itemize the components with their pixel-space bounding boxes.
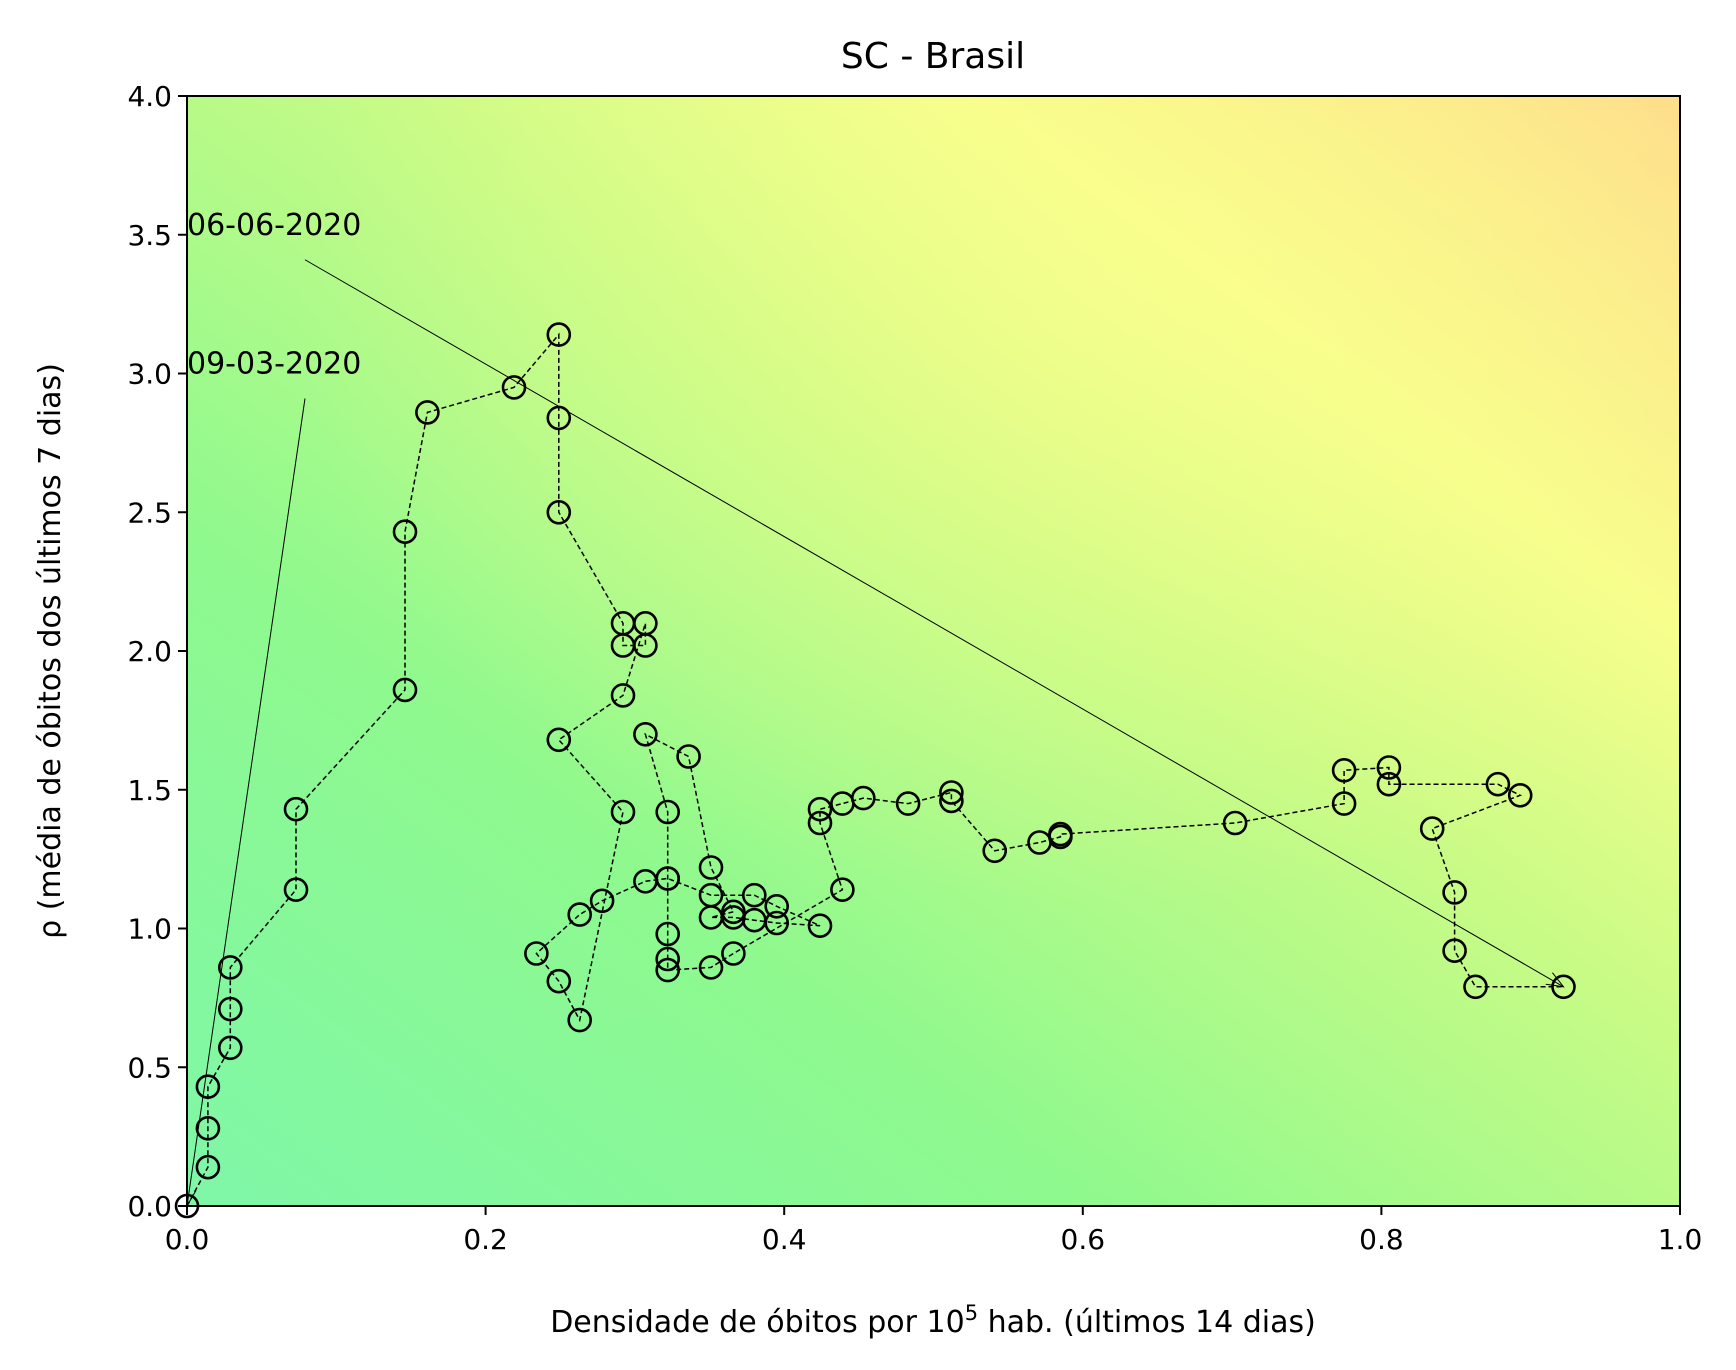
series-line bbox=[186, 332, 1564, 1207]
data-point bbox=[195, 1154, 221, 1180]
data-point bbox=[392, 677, 418, 703]
data-point bbox=[610, 683, 636, 708]
y-axis-label: ρ (média de óbitos dos últimos 7 dias) bbox=[33, 363, 68, 939]
data-point bbox=[1222, 810, 1248, 836]
data-point bbox=[1376, 755, 1402, 780]
data-point bbox=[218, 955, 243, 980]
chart-title: SC - Brasil bbox=[841, 36, 1025, 77]
data-point bbox=[698, 905, 724, 930]
data-point bbox=[392, 519, 418, 545]
series-trajectory bbox=[174, 322, 1576, 1219]
plot-area bbox=[187, 96, 1680, 1206]
x-axis-label-rest: hab. (últimos 14 dias) bbox=[978, 1305, 1316, 1340]
x-axis-label: Densidade de óbitos por 105 hab. (último… bbox=[550, 1301, 1316, 1340]
data-point bbox=[546, 968, 572, 994]
data-point bbox=[567, 902, 593, 927]
x-axis-label-superscript: 5 bbox=[965, 1301, 978, 1325]
y-tick-label: 1.0 bbox=[127, 913, 172, 946]
y-tick-label: 0.0 bbox=[127, 1190, 172, 1223]
plot-background-highlight bbox=[187, 96, 1680, 1206]
data-point bbox=[283, 796, 309, 822]
data-point bbox=[655, 866, 681, 891]
data-point bbox=[501, 375, 527, 400]
x-tick-label: 0.4 bbox=[762, 1223, 807, 1256]
data-point bbox=[633, 610, 658, 636]
data-point bbox=[218, 996, 243, 1022]
x-tick-label: 0.2 bbox=[463, 1223, 508, 1256]
data-point bbox=[415, 400, 440, 425]
y-tick-label: 3.0 bbox=[127, 358, 172, 391]
data-point bbox=[546, 727, 572, 753]
data-point bbox=[524, 941, 549, 966]
data-point bbox=[589, 888, 615, 914]
annotation-label: 09-03-2020 bbox=[187, 347, 361, 382]
data-point bbox=[610, 799, 636, 825]
data-point bbox=[1551, 974, 1576, 1000]
y-tick-label: 2.0 bbox=[127, 635, 172, 668]
data-point bbox=[546, 405, 572, 431]
data-point bbox=[1442, 880, 1467, 905]
x-tick-label: 1.0 bbox=[1658, 1223, 1703, 1256]
x-axis-label-main: Densidade de óbitos por 10 bbox=[550, 1305, 965, 1340]
data-point bbox=[830, 877, 855, 903]
data-point bbox=[939, 780, 964, 805]
data-point bbox=[764, 893, 790, 919]
data-point bbox=[982, 838, 1008, 864]
x-tick-label: 0.8 bbox=[1359, 1223, 1404, 1256]
data-point bbox=[1419, 816, 1445, 841]
data-point bbox=[1331, 757, 1357, 783]
data-point bbox=[1442, 938, 1467, 964]
data-point bbox=[807, 796, 833, 822]
annotation-arrow-line bbox=[187, 398, 306, 1206]
data-point bbox=[1485, 771, 1511, 797]
data-point bbox=[195, 1074, 221, 1099]
y-tick-label: 2.5 bbox=[127, 496, 172, 529]
x-axis: 0.0 0.2 0.4 0.6 0.8 1.0 bbox=[165, 1206, 1703, 1256]
data-point bbox=[546, 499, 572, 525]
data-point bbox=[807, 913, 833, 939]
data-point bbox=[283, 877, 309, 903]
data-point bbox=[807, 810, 833, 836]
data-point bbox=[850, 785, 876, 811]
y-tick-label: 3.5 bbox=[127, 219, 172, 252]
data-point bbox=[655, 921, 681, 947]
y-tick-label: 1.5 bbox=[127, 774, 172, 807]
data-point bbox=[655, 946, 681, 972]
y-tick-label: 4.0 bbox=[127, 80, 172, 113]
data-point bbox=[1331, 791, 1357, 816]
data-point bbox=[195, 1116, 221, 1141]
data-point bbox=[567, 1007, 593, 1033]
x-tick-label: 0.6 bbox=[1061, 1223, 1106, 1256]
data-point bbox=[655, 799, 681, 825]
data-point bbox=[1048, 821, 1073, 847]
data-point bbox=[698, 855, 724, 880]
data-point bbox=[721, 899, 746, 925]
y-tick-label: 0.5 bbox=[127, 1051, 172, 1084]
data-point bbox=[895, 791, 921, 816]
data-point bbox=[676, 744, 701, 769]
data-point bbox=[218, 1035, 243, 1061]
x-tick-label: 0.0 bbox=[165, 1223, 210, 1256]
data-point bbox=[655, 957, 681, 983]
y-axis: 0.0 0.5 1.0 1.5 2.0 2.5 3.0 3.5 4.0 bbox=[127, 80, 187, 1223]
data-point bbox=[939, 788, 964, 814]
annotation-arrow-line bbox=[304, 259, 1564, 988]
data-point bbox=[1463, 974, 1488, 1000]
annotation-labels: 09-03-2020 06-06-2020 bbox=[187, 208, 361, 382]
data-point bbox=[633, 721, 658, 747]
data-point bbox=[698, 955, 724, 980]
data-point bbox=[1376, 771, 1402, 797]
annotation-label: 06-06-2020 bbox=[187, 208, 361, 243]
data-point bbox=[741, 882, 767, 908]
data-point bbox=[546, 322, 572, 347]
data-point bbox=[721, 941, 746, 966]
data-point bbox=[1507, 782, 1533, 808]
